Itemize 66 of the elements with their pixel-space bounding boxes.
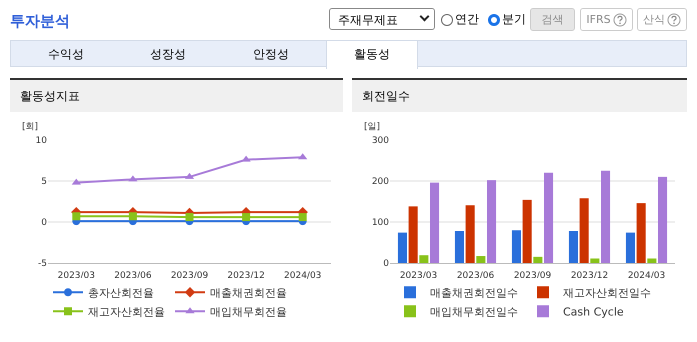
legend-label: 매입채무회전율 [210, 306, 287, 319]
text: 투자분석 [10, 12, 70, 31]
legend-label: 재고자산회전일수 [563, 286, 651, 300]
text: 수익성 [47, 46, 85, 63]
text: 산식 [643, 13, 665, 26]
x-tick-label: 2023/06 [114, 270, 152, 281]
y-axis-title: [회] [22, 122, 38, 132]
text: 주재무제표 [329, 8, 435, 30]
text: 활동성 [326, 40, 418, 69]
x-tick-label: 2023/03 [58, 270, 95, 281]
y-tick-label: 300 [372, 136, 390, 146]
bar [658, 176, 668, 263]
bar [568, 231, 578, 263]
y-tick-label: 10 [36, 136, 48, 146]
legend-label: 매출채권회전일수 [430, 286, 518, 300]
y-tick-label: 200 [372, 177, 390, 188]
bar [580, 198, 589, 263]
y-axis-title: [일] [364, 122, 380, 132]
text: 안정성 [252, 46, 290, 63]
bar [454, 231, 464, 263]
x-tick-label: 2023/09 [170, 270, 208, 281]
bar [533, 256, 542, 263]
y-tick-label: 0 [41, 218, 48, 228]
text: 성장성 [149, 46, 187, 63]
bar [408, 206, 418, 263]
y-tick-label: 5 [41, 177, 47, 188]
x-tick-label: 2024/03 [628, 270, 666, 281]
x-tick-label: 2023/03 [400, 270, 438, 281]
chart-title: 활동성지표 [10, 80, 343, 112]
y-tick-label: -5 [38, 259, 47, 270]
bar [590, 258, 600, 263]
bar [430, 182, 440, 263]
y-tick-label: 100 [372, 218, 390, 228]
legend-label: 재고자산회전율 [88, 306, 165, 319]
bar [626, 232, 636, 263]
x-tick-label: 2023/06 [456, 270, 494, 281]
x-tick-label: 2023/12 [570, 270, 608, 281]
text: 연간 [455, 12, 479, 26]
bar [647, 258, 656, 263]
point [128, 212, 137, 220]
bar [398, 232, 408, 263]
bar [544, 172, 554, 263]
point [72, 212, 80, 220]
legend-label: 총자산회전율 [88, 286, 154, 300]
chart-title: 회전일수 [352, 80, 687, 112]
legend-label: 매출채권회전율 [210, 286, 287, 300]
bar [476, 256, 486, 263]
x-tick-label: 2024/03 [284, 270, 322, 281]
bar [600, 170, 610, 263]
bar [486, 180, 496, 263]
x-tick-label: 2023/09 [514, 270, 552, 281]
point [186, 213, 194, 222]
bar [522, 200, 532, 263]
bar [419, 255, 428, 263]
legend-label: 매입채무회전일수 [430, 306, 518, 319]
y-tick-label: 0 [383, 259, 390, 270]
legend-label: Cash Cycle [563, 306, 624, 319]
x-tick-label: 2023/12 [227, 270, 265, 281]
text: 분기 [502, 12, 526, 26]
bar [636, 203, 646, 263]
point [242, 213, 250, 222]
bar [512, 230, 522, 263]
text: 검색 [530, 8, 575, 31]
text: IFRS [586, 13, 611, 26]
bar [466, 205, 475, 263]
point [298, 213, 307, 222]
